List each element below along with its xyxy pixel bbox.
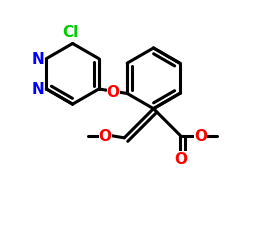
Text: O: O [99, 128, 112, 144]
Text: N: N [32, 52, 45, 67]
Text: O: O [194, 128, 207, 144]
Text: Cl: Cl [62, 25, 79, 39]
Text: O: O [107, 84, 119, 99]
Text: O: O [174, 151, 187, 166]
Text: N: N [32, 82, 45, 97]
